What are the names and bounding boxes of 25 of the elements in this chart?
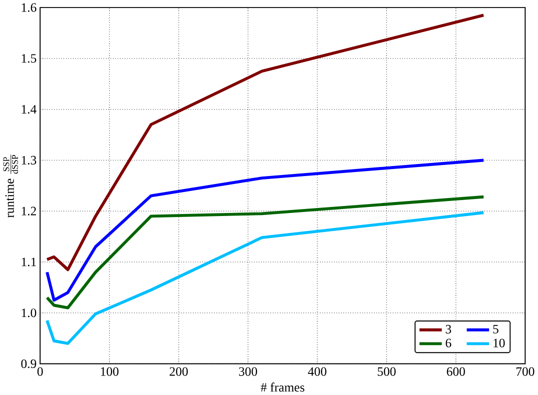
x-axis-title: # frames (260, 382, 304, 392)
x-tick-label: 300 (239, 367, 258, 376)
x-tick-label: 700 (516, 367, 534, 376)
y-tick-label: 1.3 (22, 156, 36, 165)
legend-label: 6 (446, 338, 452, 348)
legend-label: 10 (494, 338, 505, 348)
y-tick-label: 1.1 (22, 258, 36, 266)
x-tick-label: 0 (37, 367, 43, 376)
x-tick-label: 500 (378, 367, 396, 376)
legend-label: 3 (446, 324, 452, 334)
y-axis-title: $\text{runtime }\frac{\text{SSP}}{\text{dSSP}}$ (3, 154, 18, 218)
x-tick-label: 400 (308, 367, 326, 376)
y-tick-label: 1.4 (22, 105, 36, 114)
x-tick-label: 100 (100, 367, 118, 376)
line-series (46, 14, 486, 272)
y-tick-label: 1.0 (22, 308, 36, 318)
x-tick-label: 600 (446, 367, 465, 376)
line-series (46, 158, 486, 302)
y-tick-label: 0.9 (21, 359, 36, 368)
y-tick-label: 1.6 (22, 3, 36, 12)
y-tick-label: 1.2 (22, 206, 36, 216)
line-series (46, 195, 486, 310)
x-tick-label: 200 (170, 367, 188, 376)
y-tick-label: 1.5 (22, 54, 36, 63)
legend-label: 5 (493, 324, 498, 334)
